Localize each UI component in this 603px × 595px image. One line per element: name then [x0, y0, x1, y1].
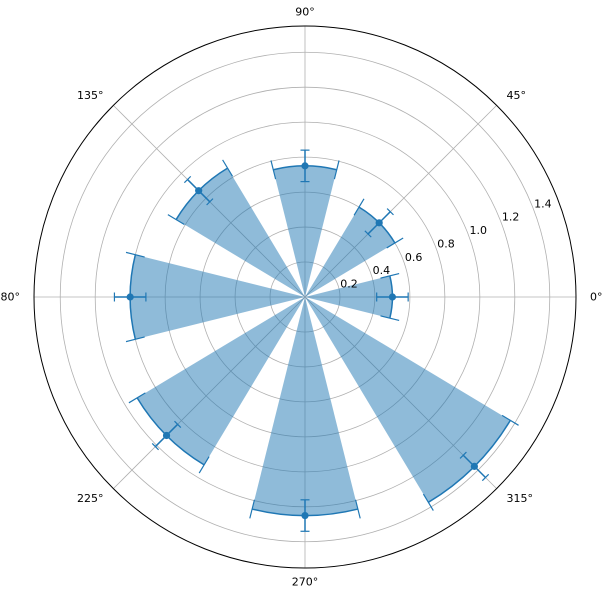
angular-error-cap: [128, 392, 146, 404]
angular-error-cap: [125, 251, 145, 258]
bar-90: [273, 165, 337, 297]
angular-error-cap: [333, 160, 340, 180]
error-bar-45: [353, 198, 404, 249]
angular-error-cap: [354, 499, 361, 519]
angle-tick-label-0: 0°: [590, 291, 603, 304]
error-bar-270: [249, 499, 361, 532]
radial-error-cap: [174, 420, 182, 428]
radial-tick-label-5: 1.2: [502, 211, 520, 224]
angle-tick-label-315: 315°: [507, 492, 533, 505]
angular-error-cap: [222, 159, 234, 177]
angular-error-cap: [501, 414, 519, 426]
labels-layer: 0° 45° 90° 135° 180° 225° 270° 315° 0.2 0.4 0.6 0.8…: [0, 6, 603, 589]
frame-layer: [33, 25, 577, 569]
angular-error-cap: [380, 272, 400, 279]
data-point-315: [470, 462, 478, 470]
data-point-45: [375, 219, 383, 227]
radial-error-cap: [151, 442, 160, 451]
angle-tick-label-45: 45°: [507, 89, 526, 102]
bar-0: [305, 275, 393, 319]
radial-tick-label-1: 0.4: [373, 264, 391, 277]
data-point-90: [301, 162, 309, 170]
bar-225: [137, 297, 305, 465]
angular-error-cap: [353, 198, 365, 216]
radial-tick-label-3: 0.8: [437, 237, 455, 250]
angular-error-cap: [167, 214, 185, 226]
data-point-135: [195, 187, 203, 195]
angle-tick-label-135: 135°: [77, 89, 104, 102]
radial-tick-label-2: 0.6: [405, 251, 423, 264]
data-point-180: [126, 293, 134, 301]
radial-error-cap: [206, 198, 214, 206]
radial-error-cap: [481, 473, 490, 482]
error-bar-315: [422, 414, 519, 511]
angle-tick-label-180: 180°: [0, 291, 20, 304]
data-point-225: [162, 431, 171, 440]
radial-tick-label-6: 1.4: [534, 197, 552, 210]
bars-layer: [130, 165, 511, 516]
bar-180: [130, 254, 305, 340]
bar-270: [252, 297, 358, 516]
radial-error-cap: [459, 451, 467, 459]
error-bar-225: [128, 392, 210, 474]
radial-error-cap: [386, 208, 394, 216]
error-bars-layer: [113, 149, 519, 532]
radial-error-cap: [183, 175, 192, 184]
angular-error-cap: [249, 499, 256, 519]
error-bar-135: [167, 159, 234, 226]
data-point-0: [388, 293, 397, 301]
angle-tick-label-270: 270°: [292, 576, 319, 589]
error-bar-90: [270, 149, 340, 183]
angular-error-cap: [198, 456, 210, 474]
radial-tick-label-4: 1.0: [470, 224, 488, 237]
angular-error-cap: [422, 493, 434, 511]
radial-tick-label-0: 0.2: [340, 278, 358, 291]
angle-tick-label-225: 225°: [77, 492, 104, 505]
error-bar-180: [113, 251, 147, 343]
bar-315: [305, 297, 511, 503]
angular-error-cap: [380, 315, 400, 322]
polar-frame: [33, 25, 577, 569]
angular-error-cap: [125, 336, 145, 343]
radial-error-cap: [364, 230, 372, 238]
angular-error-cap: [270, 160, 277, 180]
angular-error-cap: [386, 237, 404, 249]
angle-tick-label-90: 90°: [295, 6, 315, 19]
data-point-270: [301, 511, 309, 520]
error-bar-0: [376, 272, 409, 322]
